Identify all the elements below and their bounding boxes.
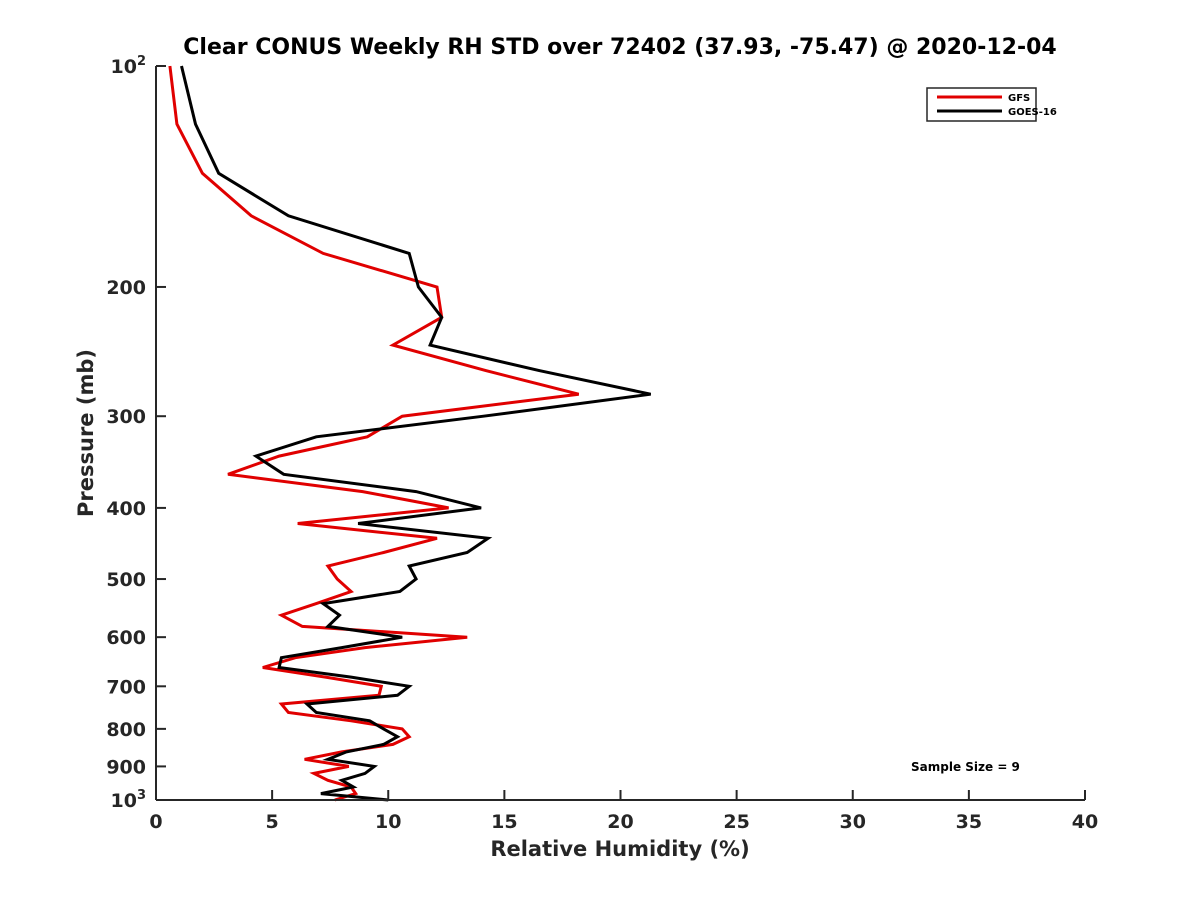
- series-line-gfs: [168, 65, 580, 802]
- y-tick-label: 900: [106, 756, 146, 778]
- x-tick-label: 20: [607, 811, 633, 833]
- x-tick-label: 35: [956, 811, 982, 833]
- y-tick-label: 103: [111, 788, 147, 812]
- x-tick-label: 40: [1072, 811, 1098, 833]
- legend-label-gfs: GFS: [1008, 93, 1030, 104]
- y-tick-label: 700: [106, 676, 146, 698]
- legend-label-goes16: GOES-16: [1008, 107, 1057, 118]
- legend-box: [926, 87, 1037, 122]
- x-tick-label: 25: [723, 811, 749, 833]
- y-tick-label: 102: [111, 54, 147, 78]
- y-ticks: 102 200 300 400 500 600 700 800 900 103: [106, 54, 166, 812]
- y-tick-label: 200: [106, 277, 146, 299]
- legend: GFS GOES-16: [926, 87, 1057, 122]
- x-tick-label: 15: [491, 811, 517, 833]
- y-tick-label: 400: [106, 498, 146, 520]
- chart-title: Clear CONUS Weekly RH STD over 72402 (37…: [183, 35, 1056, 60]
- x-tick-label: 0: [149, 811, 162, 833]
- y-axis-label: Pressure (mb): [74, 349, 98, 517]
- series-line-goes16: [180, 65, 652, 802]
- x-axis-label: Relative Humidity (%): [490, 837, 749, 861]
- x-ticks: 0 5 10 15 20 25 30 35 40: [149, 790, 1098, 833]
- sample-size-annotation: Sample Size = 9: [911, 760, 1020, 774]
- y-tick-label: 600: [106, 627, 146, 649]
- x-tick-label: 30: [840, 811, 866, 833]
- y-tick-label: 500: [106, 569, 146, 591]
- series-layer: [168, 65, 652, 802]
- y-tick-label: 800: [106, 719, 146, 741]
- x-tick-label: 10: [375, 811, 401, 833]
- y-tick-label: 300: [106, 406, 146, 428]
- x-tick-label: 5: [266, 811, 279, 833]
- axes: 0 5 10 15 20 25 30 35 40 102 200 300 400 500 600 700 80…: [106, 54, 1098, 833]
